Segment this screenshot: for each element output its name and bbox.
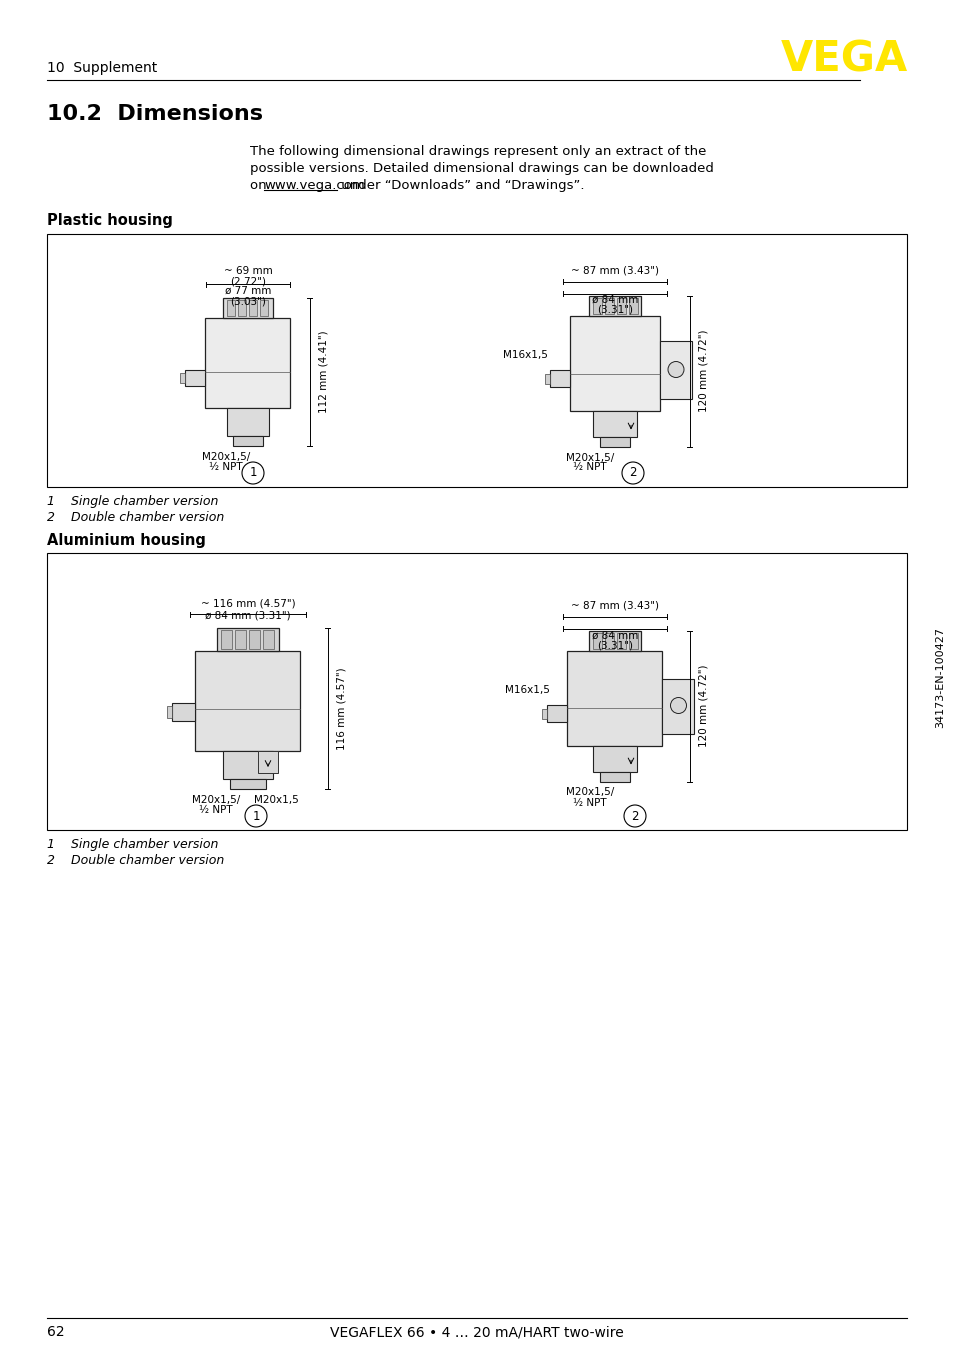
Bar — [661, 678, 694, 734]
Text: VEGA: VEGA — [780, 39, 907, 81]
Text: under “Downloads” and “Drawings”.: under “Downloads” and “Drawings”. — [336, 179, 584, 192]
Text: M16x1,5: M16x1,5 — [504, 685, 549, 695]
Text: ~ 69 mm: ~ 69 mm — [223, 265, 273, 276]
Text: ø 84 mm: ø 84 mm — [591, 631, 638, 640]
Bar — [47, 552, 906, 830]
Bar — [221, 630, 232, 649]
Bar — [237, 301, 246, 315]
Bar — [47, 234, 906, 487]
Circle shape — [621, 462, 643, 483]
Bar — [593, 746, 637, 772]
Text: M20x1,5/: M20x1,5/ — [565, 788, 614, 798]
Text: 34173-EN-100427: 34173-EN-100427 — [934, 627, 944, 727]
Bar — [588, 631, 640, 650]
Text: 112 mm (4.41"): 112 mm (4.41") — [318, 330, 329, 413]
Bar — [205, 318, 291, 408]
Bar — [185, 370, 205, 386]
Text: 10  Supplement: 10 Supplement — [47, 61, 157, 74]
Text: ~ 87 mm (3.43"): ~ 87 mm (3.43") — [571, 265, 659, 275]
Bar — [249, 630, 260, 649]
Text: ~ 116 mm (4.57"): ~ 116 mm (4.57") — [200, 598, 295, 608]
Text: ½ NPT: ½ NPT — [199, 806, 233, 815]
Circle shape — [670, 697, 686, 714]
Text: M16x1,5: M16x1,5 — [502, 349, 547, 360]
Bar — [599, 436, 629, 447]
Circle shape — [242, 462, 264, 483]
Text: 116 mm (4.57"): 116 mm (4.57") — [336, 668, 347, 750]
Circle shape — [623, 806, 645, 827]
Bar — [547, 704, 567, 722]
Text: possible versions. Detailed dimensional drawings can be downloaded: possible versions. Detailed dimensional … — [250, 162, 713, 175]
Bar — [233, 436, 263, 445]
Bar — [216, 628, 278, 651]
Bar — [550, 370, 569, 386]
Text: ½ NPT: ½ NPT — [209, 462, 243, 473]
Circle shape — [667, 362, 683, 378]
Bar — [659, 340, 691, 398]
Text: on: on — [250, 179, 271, 192]
Text: 120 mm (4.72"): 120 mm (4.72") — [699, 665, 708, 747]
Text: 2: 2 — [631, 810, 639, 822]
Text: (3.31"): (3.31") — [597, 640, 633, 650]
Bar — [263, 630, 274, 649]
Bar — [168, 705, 172, 718]
Text: 1    Single chamber version: 1 Single chamber version — [47, 496, 218, 508]
Bar — [593, 298, 601, 314]
Bar — [249, 301, 256, 315]
Text: ½ NPT: ½ NPT — [573, 798, 606, 807]
Text: 120 mm (4.72"): 120 mm (4.72") — [699, 330, 708, 412]
Text: M20x1,5/: M20x1,5/ — [192, 795, 240, 806]
Text: 1: 1 — [252, 810, 259, 822]
Text: (2.72"): (2.72") — [230, 276, 266, 286]
Text: ø 84 mm: ø 84 mm — [591, 295, 638, 305]
Text: ø 84 mm (3.31"): ø 84 mm (3.31") — [205, 611, 291, 620]
Bar — [257, 751, 277, 773]
Text: VEGAFLEX 66 • 4 … 20 mA/HART two-wire: VEGAFLEX 66 • 4 … 20 mA/HART two-wire — [330, 1326, 623, 1339]
Bar — [227, 408, 269, 436]
Text: 1: 1 — [249, 467, 256, 479]
Bar — [172, 703, 195, 720]
Text: 1    Single chamber version: 1 Single chamber version — [47, 838, 218, 852]
Bar — [544, 374, 550, 383]
Bar — [542, 708, 547, 719]
Circle shape — [245, 806, 267, 827]
Bar — [223, 751, 273, 779]
Bar — [227, 301, 234, 315]
Text: ½ NPT: ½ NPT — [573, 463, 606, 473]
Bar — [195, 651, 300, 751]
Text: (3.03"): (3.03") — [230, 297, 266, 306]
Bar — [230, 779, 266, 789]
Text: (3.31"): (3.31") — [597, 305, 633, 314]
Bar — [599, 772, 629, 781]
Text: M20x1,5: M20x1,5 — [253, 795, 298, 806]
Bar — [617, 632, 625, 649]
Text: 2    Double chamber version: 2 Double chamber version — [47, 510, 224, 524]
Text: 62: 62 — [47, 1326, 65, 1339]
Bar — [260, 301, 268, 315]
Bar — [593, 632, 601, 649]
Bar — [604, 632, 614, 649]
Bar — [567, 650, 661, 746]
Bar — [604, 298, 614, 314]
Text: Plastic housing: Plastic housing — [47, 213, 172, 227]
Text: www.vega.com: www.vega.com — [264, 179, 364, 192]
Bar — [180, 372, 185, 383]
Bar — [223, 298, 273, 318]
Text: M20x1,5/: M20x1,5/ — [565, 452, 614, 463]
Text: 10.2  Dimensions: 10.2 Dimensions — [47, 104, 263, 125]
Text: 2: 2 — [629, 467, 636, 479]
Text: 2    Double chamber version: 2 Double chamber version — [47, 854, 224, 867]
Text: Aluminium housing: Aluminium housing — [47, 533, 206, 548]
Text: The following dimensional drawings represent only an extract of the: The following dimensional drawings repre… — [250, 145, 705, 158]
Bar — [569, 315, 659, 410]
Bar — [593, 410, 637, 436]
Bar — [588, 295, 640, 315]
Text: ~ 87 mm (3.43"): ~ 87 mm (3.43") — [571, 601, 659, 611]
Bar — [628, 632, 638, 649]
Bar — [234, 630, 246, 649]
Bar — [628, 298, 638, 314]
Bar — [617, 298, 625, 314]
Text: ø 77 mm: ø 77 mm — [225, 286, 271, 297]
Text: M20x1,5/: M20x1,5/ — [202, 452, 250, 462]
